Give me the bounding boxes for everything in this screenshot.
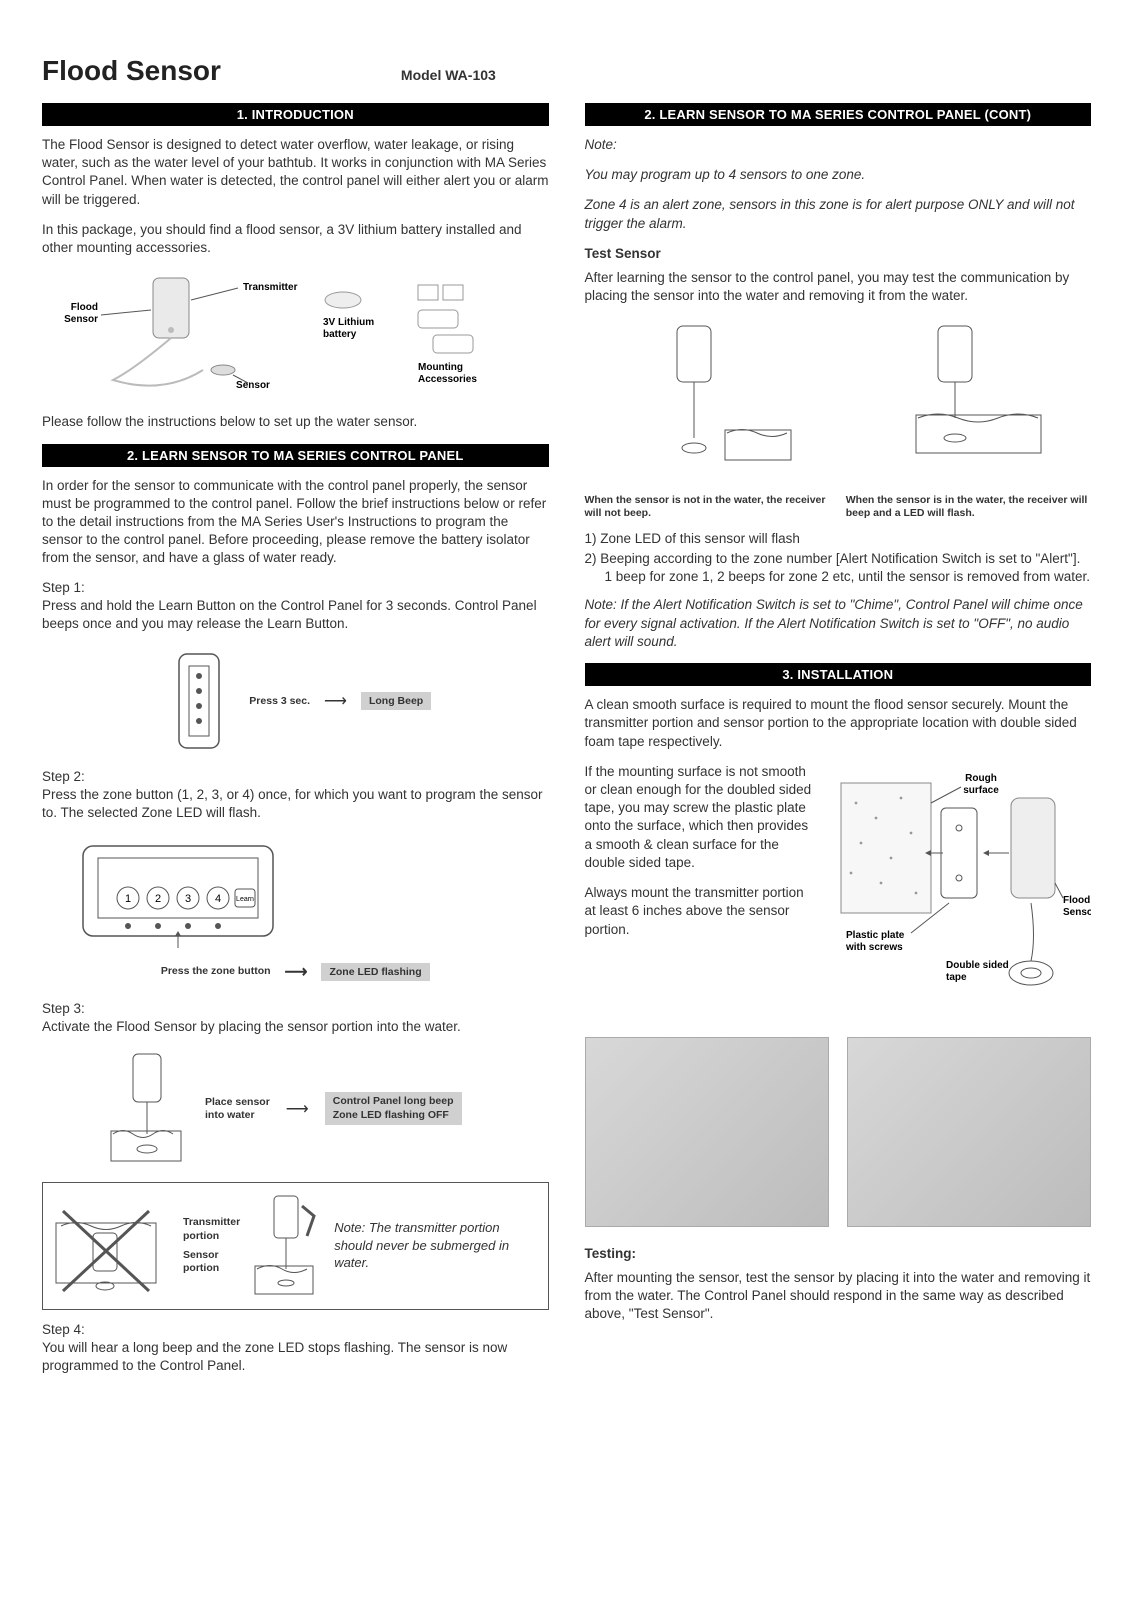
svg-text:Plastic plate: Plastic plate: [846, 930, 905, 941]
intro-paragraph-1: The Flood Sensor is designed to detect w…: [42, 136, 549, 209]
svg-text:Sensor: Sensor: [236, 380, 270, 391]
svg-text:surface: surface: [963, 785, 999, 796]
step-3b-note: Note: The transmitter portion should nev…: [334, 1219, 539, 1272]
step-3-figure: Place sensor into water ⟶ Control Panel …: [42, 1048, 549, 1170]
test-note: Note: If the Alert Notification Switch i…: [585, 596, 1092, 651]
svg-text:Flood: Flood: [1063, 895, 1090, 906]
step-2-caption-2: Zone LED flashing: [321, 963, 429, 981]
left-column: 1. INTRODUCTION The Flood Sensor is desi…: [42, 97, 549, 1387]
layout-columns: 1. INTRODUCTION The Flood Sensor is desi…: [42, 97, 1091, 1387]
svg-text:Mounting: Mounting: [418, 362, 463, 373]
arrow-icon: ⟶: [324, 691, 347, 711]
step-4-label: Step 4:: [42, 1322, 549, 1337]
test-sensor-figures: When the sensor is not in the water, the…: [585, 318, 1092, 520]
install-photo-2: [847, 1037, 1091, 1227]
install-p1: A clean smooth surface is required to mo…: [585, 696, 1092, 751]
section-2-bar: 2. LEARN SENSOR TO MA SERIES CONTROL PAN…: [42, 444, 549, 467]
install-photos: [585, 1037, 1092, 1227]
step-2-caption-1: Press the zone button: [161, 965, 271, 978]
step-1-text: Press and hold the Learn Button on the C…: [42, 597, 549, 633]
step-2-text: Press the zone button (1, 2, 3, or 4) on…: [42, 786, 549, 822]
section-2cont-bar: 2. LEARN SENSOR TO MA SERIES CONTROL PAN…: [585, 103, 1092, 126]
svg-text:4: 4: [215, 893, 221, 905]
install-row: If the mounting surface is not smooth or…: [585, 763, 1092, 1023]
test-caption-left: When the sensor is not in the water, the…: [585, 494, 830, 520]
note-p1: You may program up to 4 sensors to one z…: [585, 166, 1092, 184]
svg-text:Rough: Rough: [965, 773, 997, 784]
section-3-bar: 3. INSTALLATION: [585, 663, 1092, 686]
right-column: 2. LEARN SENSOR TO MA SERIES CONTROL PAN…: [585, 97, 1092, 1387]
step-2-figure: 1 2 3 4 Learn Press the zone button ⟶ Zo…: [42, 835, 549, 989]
svg-text:tape: tape: [946, 972, 967, 983]
svg-text:Double sided: Double sided: [946, 960, 1009, 971]
install-p2: If the mounting surface is not smooth or…: [585, 763, 814, 872]
follow-instructions-text: Please follow the instructions below to …: [42, 413, 549, 431]
install-p3: Always mount the transmitter portion at …: [585, 884, 814, 939]
package-contents-figure: Flood Sensor Sensor Transmitter 3V Lithi…: [42, 269, 549, 401]
test-steps-list: 1) Zone LED of this sensor will flash 2)…: [585, 530, 1092, 587]
testing-paragraph: After mounting the sensor, test the sens…: [585, 1269, 1092, 1324]
svg-text:1: 1: [125, 893, 131, 905]
svg-text:Accessories: Accessories: [418, 374, 477, 385]
step-3-text: Activate the Flood Sensor by placing the…: [42, 1018, 549, 1036]
sensor-portion-label: Sensor portion: [183, 1249, 240, 1275]
svg-text:Sensor: Sensor: [1063, 907, 1091, 918]
test-sensor-heading: Test Sensor: [585, 245, 1092, 263]
step-2-label: Step 2:: [42, 769, 549, 784]
step-1-figure: Press 3 sec. ⟶ Long Beep: [42, 645, 549, 757]
step-1-label: Step 1:: [42, 580, 549, 595]
svg-text:battery: battery: [323, 329, 357, 340]
intro-paragraph-2: In this package, you should find a flood…: [42, 221, 549, 257]
testing-heading: Testing:: [585, 1245, 1092, 1263]
test-step-1: 1) Zone LED of this sensor will flash: [585, 530, 1092, 548]
section-1-bar: 1. INTRODUCTION: [42, 103, 549, 126]
page-title: Flood Sensor: [42, 55, 221, 87]
arrow-icon: ⟶: [285, 962, 308, 982]
svg-text:Sensor: Sensor: [64, 314, 98, 325]
step-3-caption-2: Control Panel long beep Zone LED flashin…: [325, 1092, 462, 1125]
svg-text:Flood: Flood: [71, 302, 98, 313]
svg-text:3V Lithium: 3V Lithium: [323, 317, 374, 328]
install-diagram: Rough surface Plastic plate with screws …: [831, 763, 1091, 1023]
svg-text:Transmitter: Transmitter: [243, 282, 298, 293]
install-photo-1: [585, 1037, 829, 1227]
svg-text:with screws: with screws: [845, 942, 903, 953]
test-step-2: 2) Beeping according to the zone number …: [585, 550, 1092, 586]
step-1-caption-1: Press 3 sec.: [249, 695, 310, 708]
arrow-icon: ⟶: [286, 1099, 309, 1119]
svg-text:3: 3: [185, 893, 191, 905]
step-4-text: You will hear a long beep and the zone L…: [42, 1339, 549, 1375]
step-1-caption-2: Long Beep: [361, 692, 431, 710]
model-number: Model WA-103: [401, 67, 496, 83]
transmitter-portion-label: Transmitter portion: [183, 1216, 240, 1242]
test-p1: After learning the sensor to the control…: [585, 269, 1092, 305]
learn-paragraph-1: In order for the sensor to communicate w…: [42, 477, 549, 568]
note-label: Note:: [585, 136, 1092, 154]
svg-text:2: 2: [155, 893, 161, 905]
page-header: Flood Sensor Model WA-103: [42, 55, 1091, 87]
step-3b-figure: Transmitter portion Sensor portion Note:…: [42, 1182, 549, 1310]
note-p2: Zone 4 is an alert zone, sensors in this…: [585, 196, 1092, 232]
test-caption-right: When the sensor is in the water, the rec…: [846, 494, 1091, 520]
step-3-caption-1: Place sensor into water: [205, 1096, 270, 1122]
svg-text:Learn: Learn: [236, 896, 254, 903]
step-3-label: Step 3:: [42, 1001, 549, 1016]
